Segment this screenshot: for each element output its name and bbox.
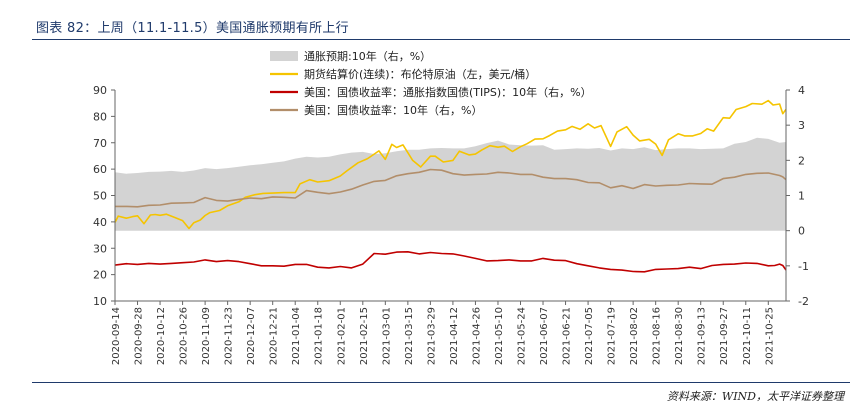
x-tick-label: 2021-07-05: [584, 307, 595, 365]
left-tick-label: 30: [93, 242, 107, 255]
x-tick-label: 2021-01-04: [291, 307, 302, 365]
x-tick-label: 2021-07-19: [607, 307, 618, 365]
x-tick-label: 2021-10-25: [764, 307, 775, 365]
x-tick-label: 2021-02-15: [359, 307, 370, 365]
x-tick-label: 2021-05-24: [517, 307, 528, 365]
x-tick-label: 2021-05-10: [494, 307, 505, 365]
series-line-3: [115, 168, 787, 208]
x-tick-label: 2021-09-27: [719, 307, 730, 365]
legend-label: 美国：国债收益率：10年（右，%）: [304, 103, 482, 117]
x-tick-label: 2020-09-28: [134, 307, 145, 365]
x-tick-label: 2021-09-13: [697, 307, 708, 365]
x-tick-label: 2020-11-09: [201, 307, 212, 365]
x-tick-label: 2021-03-01: [381, 307, 392, 365]
x-tick-label: 2020-11-23: [224, 307, 235, 365]
x-tick-label: 2021-08-02: [629, 307, 640, 365]
right-tick-label: -2: [798, 295, 809, 308]
x-tick-label: 2021-01-18: [314, 307, 325, 365]
left-tick-label: 90: [93, 84, 107, 97]
source-note: 资料来源：WIND，太平洋证券整理: [666, 390, 844, 403]
left-tick-label: 80: [93, 110, 107, 123]
x-tick-label: 2020-09-14: [111, 307, 122, 365]
x-tick-label: 2021-06-07: [539, 307, 550, 365]
series-line-1: [114, 99, 787, 230]
left-tick-label: 10: [93, 295, 107, 308]
bottom-divider: [32, 382, 850, 383]
x-tick-label: 2021-03-29: [426, 307, 437, 365]
series-area-breakeven: [115, 137, 786, 231]
x-tick-label: 2021-08-30: [674, 307, 685, 365]
x-tick-label: 2020-12-21: [269, 307, 280, 365]
figure-title-bar: 图表 82：上周（11.1-11.5）美国通胀预期有所上行: [32, 17, 850, 40]
legend-label: 期货结算价(连续)：布伦特原油（左，美元/桶）: [304, 67, 536, 81]
figure-title: 图表 82：上周（11.1-11.5）美国通胀预期有所上行: [36, 21, 349, 36]
x-tick-label: 2020-10-12: [156, 307, 167, 365]
left-tick-label: 70: [93, 137, 107, 150]
right-tick-label: 2: [798, 154, 805, 167]
right-tick-label: 4: [798, 84, 805, 97]
x-tick-label: 2021-04-26: [471, 307, 482, 365]
left-tick-label: 40: [93, 216, 107, 229]
series-line-2: [114, 251, 787, 273]
x-tick-label: 2021-08-16: [652, 307, 663, 365]
right-tick-label: -1: [798, 260, 809, 273]
legend-label: 美国：国债收益率：通胀指数国债(TIPS)：10年（右，%）: [304, 85, 592, 99]
right-tick-label: 0: [798, 225, 805, 238]
left-tick-label: 20: [93, 269, 107, 282]
x-tick-label: 2021-03-15: [404, 307, 415, 365]
right-tick-label: 1: [798, 190, 805, 203]
x-tick-label: 2021-04-12: [449, 307, 460, 365]
x-tick-label: 2020-12-07: [246, 307, 257, 365]
x-tick-label: 2021-02-01: [336, 307, 347, 365]
left-tick-label: 50: [93, 190, 107, 203]
legend-label: 通胀预期:10年（右，%）: [304, 49, 431, 63]
x-tick-label: 2020-10-26: [179, 307, 190, 365]
legend-swatch-area: [270, 51, 298, 61]
right-tick-label: 3: [798, 119, 805, 132]
left-tick-label: 60: [93, 163, 107, 176]
x-tick-label: 2021-06-21: [562, 307, 573, 365]
x-tick-label: 2021-10-11: [742, 307, 753, 365]
